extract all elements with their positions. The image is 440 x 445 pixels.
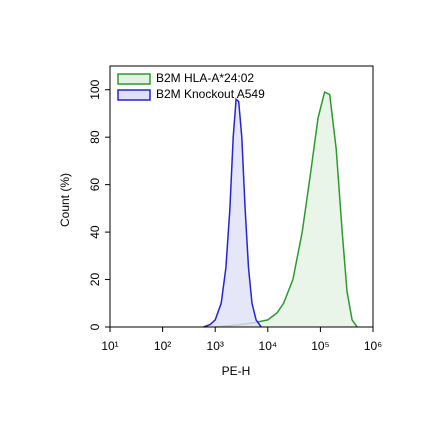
- x-tick-label: 10³: [207, 339, 224, 353]
- legend-label: B2M Knockout A549: [156, 87, 265, 101]
- y-tick-label: 40: [88, 225, 102, 239]
- y-tick-label: 100: [88, 79, 102, 99]
- x-axis-label: PE-H: [222, 364, 251, 378]
- plot-frame: [109, 65, 374, 328]
- y-tick-label: 60: [88, 178, 102, 192]
- series-line: [215, 91, 358, 328]
- legend-swatch: [117, 89, 151, 101]
- x-tick-label: 10⁵: [311, 339, 329, 353]
- y-tick-label: 20: [88, 273, 102, 287]
- series-line: [203, 97, 262, 328]
- x-tick-label: 10⁶: [364, 339, 382, 353]
- x-tick-label: 10¹: [101, 339, 118, 353]
- series-area: [203, 99, 262, 327]
- x-tick-label: 10²: [154, 339, 171, 353]
- x-tick-label: 10⁴: [259, 339, 278, 353]
- y-tick-label: 80: [88, 130, 102, 144]
- y-tick-label: 0: [88, 323, 102, 330]
- series-area: [215, 92, 358, 327]
- legend-label: B2M HLA-A*24:02: [156, 71, 254, 85]
- legend-swatch: [117, 73, 151, 85]
- y-axis-label: Count (%): [58, 173, 72, 227]
